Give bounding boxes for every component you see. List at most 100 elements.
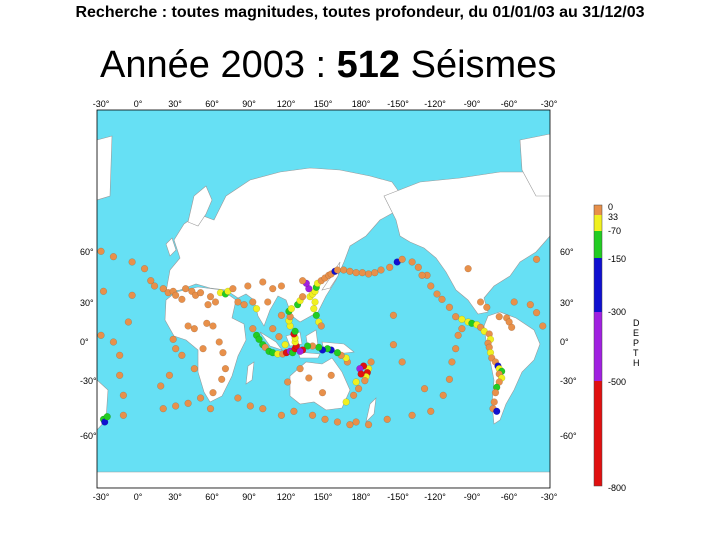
latitude-label: 0° — [560, 337, 569, 347]
longitude-label: 60° — [205, 492, 219, 502]
earthquake-marker — [483, 303, 491, 311]
earthquake-marker — [159, 285, 167, 293]
depth-tick-label: 0 — [608, 202, 614, 212]
depth-tick-label: 33 — [608, 212, 619, 222]
earthquake-marker — [408, 411, 416, 419]
earthquake-marker — [221, 365, 230, 373]
earthquake-marker — [240, 301, 248, 309]
depth-tick-label: -500 — [608, 377, 627, 387]
earthquake-marker — [119, 411, 128, 419]
earthquake-marker — [448, 358, 456, 366]
earthquake-marker — [99, 287, 108, 295]
longitude-label: 0° — [133, 99, 143, 109]
earthquake-marker — [249, 325, 257, 333]
earthquake-marker — [234, 394, 242, 402]
earthquake-marker — [364, 270, 373, 278]
earthquake-marker — [398, 255, 406, 263]
earthquake-marker — [150, 282, 159, 290]
earthquake-marker — [350, 391, 358, 399]
greenland-west-edge — [97, 135, 113, 201]
earthquake-marker — [196, 394, 205, 402]
earthquake-marker — [97, 331, 105, 339]
earthquake-marker — [315, 343, 323, 351]
earthquake-marker — [299, 277, 307, 285]
earthquake-marker — [310, 305, 318, 313]
earthquake-count: 512 — [336, 44, 401, 86]
earthquake-marker — [383, 415, 391, 423]
depth-label-letter: H — [633, 358, 640, 368]
latitude-label: 60° — [560, 247, 574, 257]
longitude-label: -60° — [500, 99, 518, 109]
earthquake-marker — [458, 325, 466, 333]
earthquake-marker — [532, 309, 541, 317]
earthquake-marker — [157, 382, 165, 390]
earthquake-marker — [284, 378, 292, 386]
earthquake-marker — [203, 319, 211, 327]
latitude-label: 60° — [80, 247, 94, 257]
earthquake-marker — [246, 402, 254, 410]
latitude-label: -60° — [560, 431, 577, 441]
longitude-label: -30° — [92, 492, 110, 502]
depth-bar-frame — [593, 204, 603, 487]
longitude-label: 0° — [133, 492, 143, 502]
earthquake-marker — [140, 265, 149, 273]
depth-band — [594, 258, 602, 312]
earthquake-marker — [312, 311, 320, 319]
depth-band — [594, 312, 602, 381]
earthquake-marker — [317, 322, 325, 330]
depth-band — [594, 205, 602, 215]
earthquake-marker — [206, 405, 215, 413]
earthquake-marker — [249, 298, 257, 306]
earthquake-marker — [364, 421, 373, 429]
earthquake-marker — [539, 322, 547, 330]
earthquake-marker — [204, 301, 212, 309]
earthquake-marker — [182, 285, 190, 293]
depth-band — [594, 381, 602, 486]
longitude-label: -30° — [92, 99, 110, 109]
longitude-label: 150° — [313, 492, 333, 502]
earthquake-marker — [172, 345, 180, 353]
earthquake-marker — [103, 413, 111, 421]
longitude-label: -120° — [424, 99, 446, 109]
earthquake-marker — [389, 311, 398, 319]
depth-label-letter: E — [633, 328, 640, 338]
earthquake-marker — [119, 391, 128, 399]
earthquake-marker — [165, 371, 174, 379]
earthquake-marker — [109, 253, 118, 261]
earthquake-marker — [357, 370, 365, 378]
earthquake-marker — [445, 375, 454, 383]
earthquake-marker — [433, 290, 441, 298]
earthquake-marker — [255, 335, 263, 343]
longitude-label: -90° — [463, 99, 481, 109]
title-suffix: Séismes — [410, 44, 557, 86]
earthquake-marker — [209, 322, 217, 330]
earthquake-marker — [408, 258, 416, 266]
earthquake-marker — [420, 385, 429, 393]
earthquake-marker — [296, 347, 304, 355]
earthquake-marker — [321, 415, 329, 423]
longitude-label: -150° — [387, 492, 409, 502]
search-criteria-text: Recherche : toutes magnitudes, toutes pr… — [75, 4, 645, 21]
new-zealand-land — [365, 397, 377, 423]
earthquake-marker — [229, 285, 237, 293]
earthquake-marker — [299, 293, 307, 301]
earthquake-marker — [398, 358, 406, 366]
landmasses — [97, 133, 550, 488]
earthquake-marker — [352, 269, 360, 277]
earthquake-marker — [526, 301, 534, 309]
longitude-label: -120° — [424, 492, 446, 502]
longitude-label: 120° — [276, 99, 296, 109]
earthquake-marker — [275, 333, 283, 341]
earthquake-marker — [218, 375, 226, 383]
earthquake-marker — [371, 269, 379, 277]
earthquake-marker — [445, 303, 454, 311]
earthquake-marker — [389, 341, 398, 349]
longitude-label: -90° — [463, 492, 481, 502]
latitude-label: -30° — [560, 376, 577, 386]
longitude-label: -30° — [540, 99, 558, 109]
earthquake-marker — [172, 402, 180, 410]
earthquake-marker — [327, 371, 335, 379]
longitude-label: 30° — [168, 99, 182, 109]
earthquake-marker — [159, 405, 167, 413]
scandinavia-land — [187, 185, 213, 227]
